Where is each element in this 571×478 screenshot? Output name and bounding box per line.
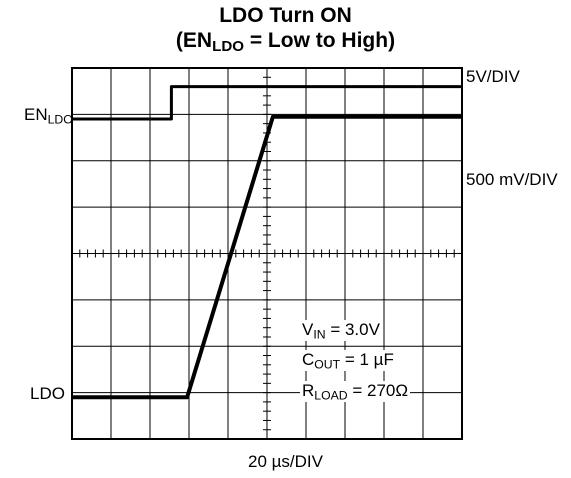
annotation-vin: VIN = 3.0V bbox=[300, 320, 382, 342]
traces bbox=[72, 85, 462, 400]
trace-enldo bbox=[72, 85, 462, 121]
vin-sub: IN bbox=[313, 327, 326, 342]
vin-value: = 3.0V bbox=[325, 320, 380, 339]
x-axis-scale: 20 µs/DIV bbox=[248, 452, 323, 471]
en-label-sub: LDO bbox=[47, 112, 73, 127]
cout-sub: OUT bbox=[314, 357, 341, 372]
chart-title-line2: (ENLDO = Low to High) bbox=[0, 29, 571, 55]
title-en-prefix: (EN bbox=[175, 29, 213, 52]
series-label-ldo: LDO bbox=[30, 384, 65, 403]
channel-scale-5v: 5V/DIV bbox=[466, 67, 520, 86]
title-en-suffix: = Low to High) bbox=[244, 29, 396, 52]
cout-value: = 1 µF bbox=[340, 350, 394, 369]
annotation-rload: RLOAD = 270Ω bbox=[300, 381, 411, 403]
channel-scale-500mv: 500 mV/DIV bbox=[466, 170, 558, 189]
vin-main: V bbox=[302, 320, 314, 339]
rload-value: = 270Ω bbox=[347, 381, 409, 400]
annotation-cout: COUT = 1 µF bbox=[300, 350, 396, 372]
series-label-en-ldo: ENLDO bbox=[24, 105, 73, 126]
cout-main: C bbox=[302, 350, 315, 369]
title-en-subscript: LDO bbox=[212, 38, 244, 56]
trace-ldo bbox=[72, 114, 462, 400]
en-label-main: EN bbox=[24, 105, 48, 124]
rload-main: R bbox=[302, 381, 315, 400]
rload-sub: LOAD bbox=[314, 388, 348, 403]
plot-frame bbox=[71, 67, 463, 440]
chart-title-line1: LDO Turn ON bbox=[219, 4, 352, 27]
